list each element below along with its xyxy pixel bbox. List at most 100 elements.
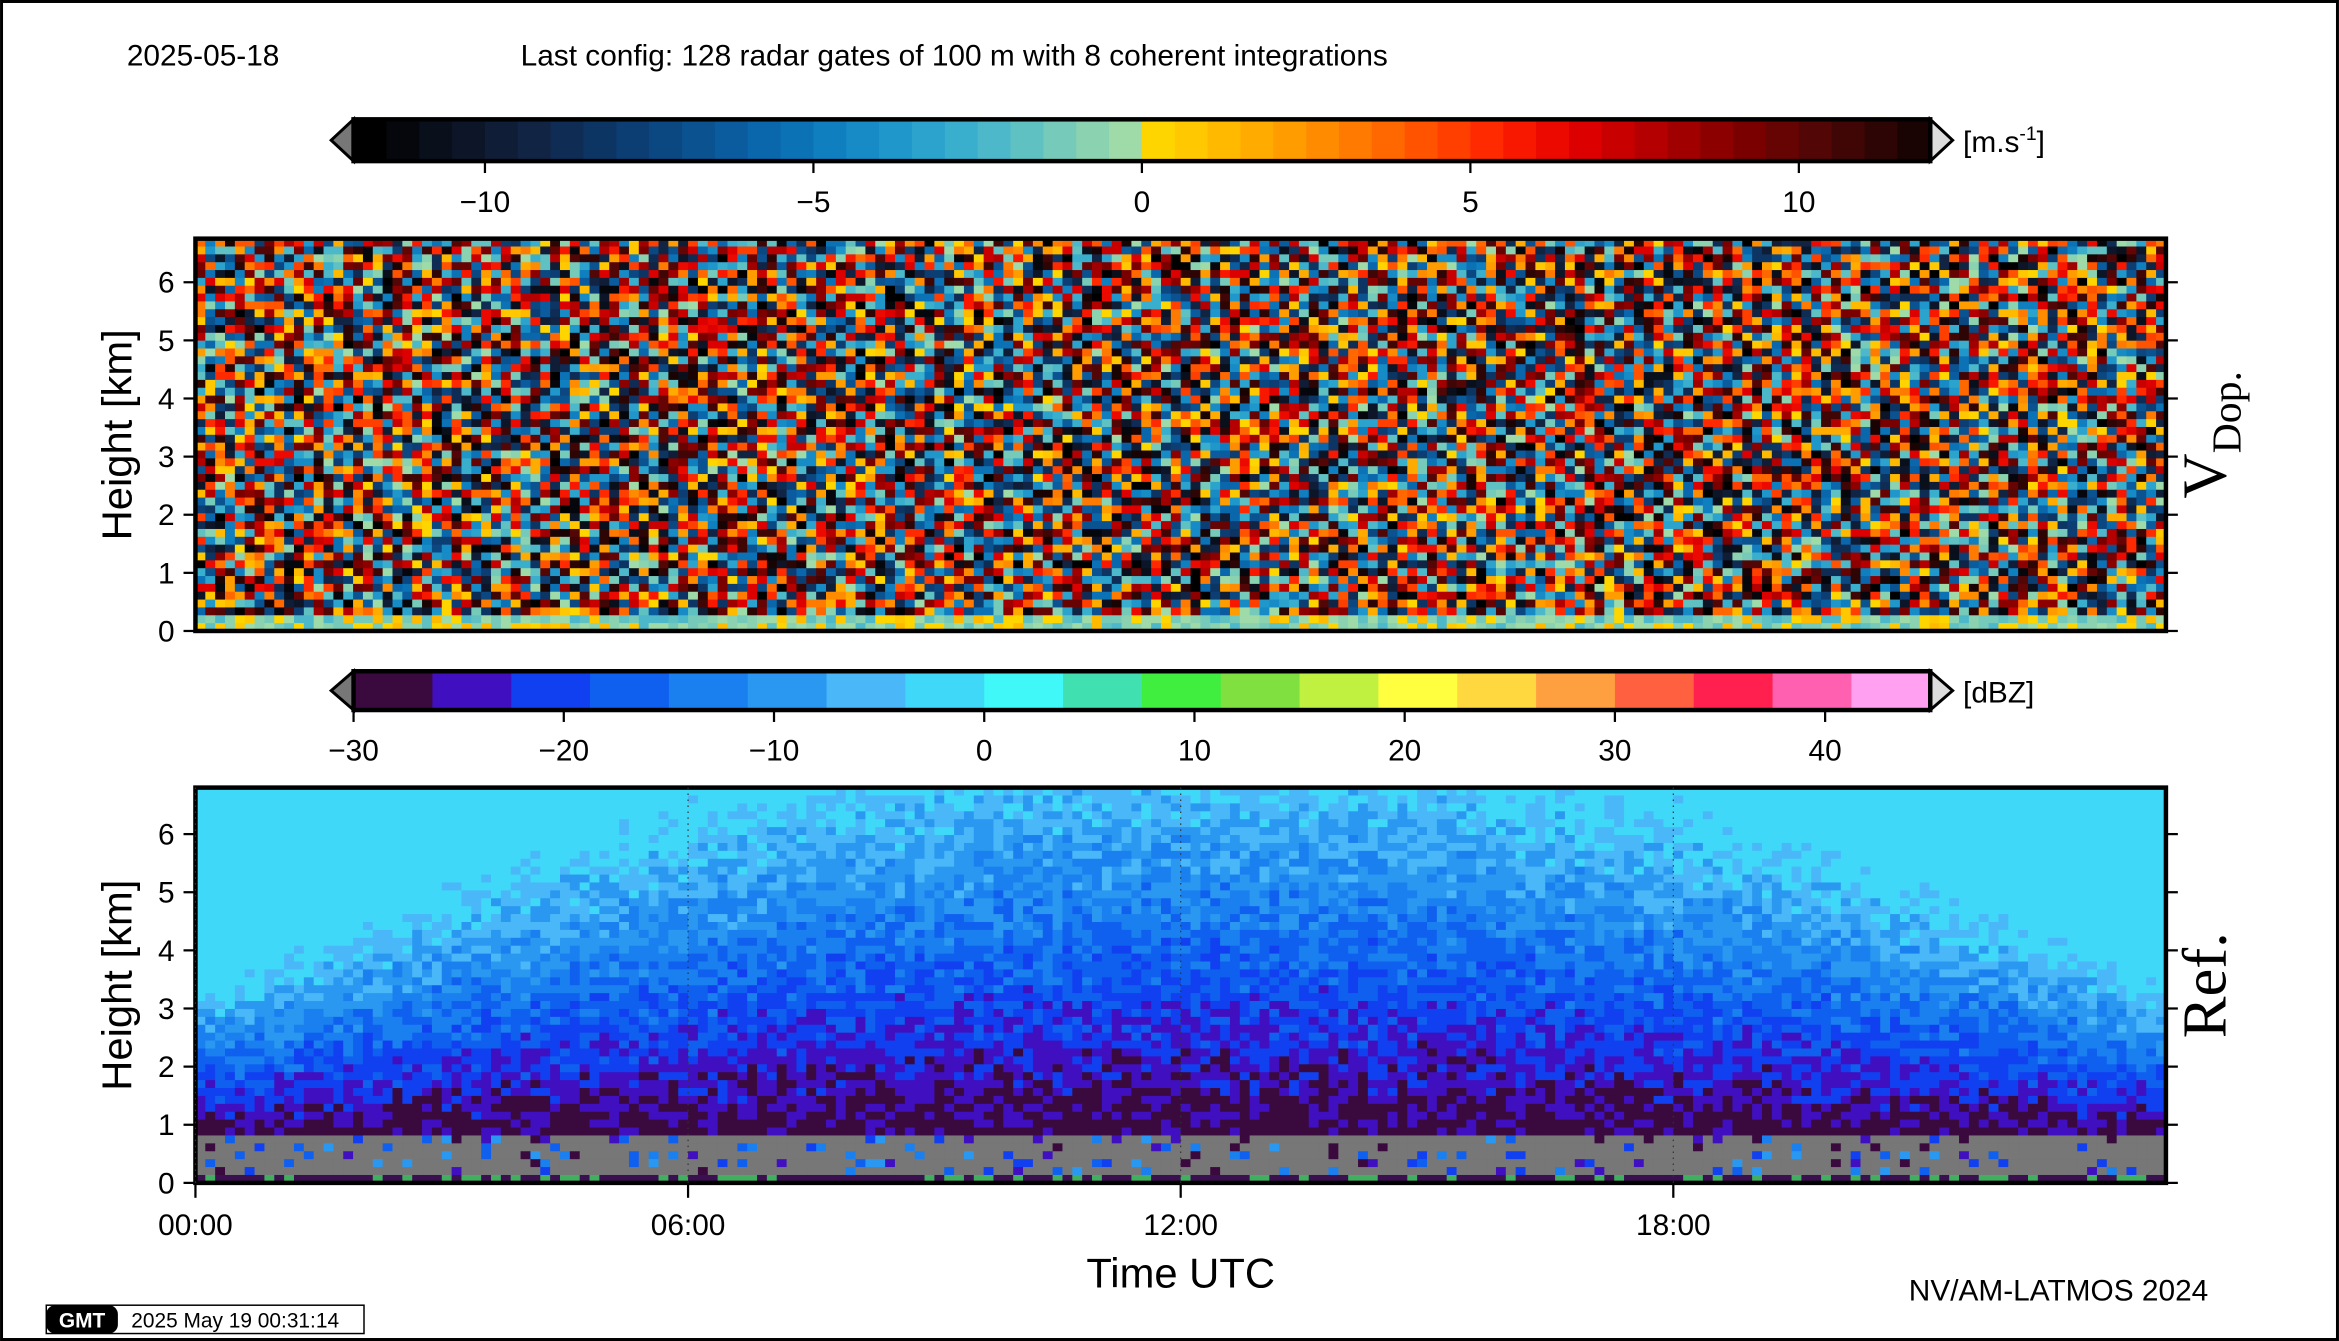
heatmap-cell: [2037, 372, 2049, 381]
heatmap-cell: [954, 426, 965, 436]
heatmap-cell: [1289, 387, 1300, 397]
heatmap-cell: [1121, 340, 1132, 349]
heatmap-cell: [392, 403, 403, 412]
heatmap-cell: [904, 285, 916, 295]
heatmap-cell: [205, 379, 216, 389]
heatmap-cell: [1525, 340, 1536, 349]
heatmap-cell: [1643, 403, 1655, 412]
heatmap-cell: [500, 285, 512, 295]
heatmap-cell: [1407, 277, 1418, 287]
heatmap-cell: [983, 364, 994, 373]
heatmap-cell: [1003, 301, 1014, 310]
heatmap-cell: [1899, 309, 1911, 318]
heatmap-cell: [1998, 293, 2009, 302]
heatmap-cell: [1604, 309, 1615, 318]
heatmap-cell: [845, 332, 857, 342]
heatmap-cell: [1003, 426, 1014, 436]
heatmap-cell: [402, 403, 413, 412]
heatmap-cell: [2136, 324, 2147, 334]
heatmap-cell: [717, 387, 728, 397]
heatmap-cell: [1614, 317, 1625, 326]
heatmap-cell: [1318, 395, 1329, 404]
heatmap-cell: [431, 293, 443, 302]
heatmap-cell: [816, 426, 827, 436]
heatmap-cell: [638, 317, 650, 326]
heatmap-cell: [1959, 254, 1970, 263]
heatmap-cell: [530, 387, 541, 397]
heatmap-cell: [225, 340, 236, 349]
heatmap-cell: [885, 411, 896, 420]
heatmap-cell: [1663, 340, 1674, 349]
heatmap-cell: [1397, 387, 1408, 397]
heatmap-cell: [806, 364, 817, 373]
heatmap-cell: [1160, 348, 1172, 357]
heatmap-cell: [1604, 238, 1615, 247]
heatmap-cell: [441, 301, 453, 310]
heatmap-cell: [471, 379, 482, 389]
heatmap-cell: [1160, 270, 1172, 279]
heatmap-cell: [1308, 270, 1320, 279]
heatmap-cell: [1436, 356, 1448, 365]
heatmap-cell: [1919, 340, 1930, 349]
heatmap-cell: [1417, 246, 1428, 255]
heatmap-cell: [333, 262, 344, 271]
heatmap-cell: [1456, 246, 1467, 255]
heatmap-cell: [353, 395, 364, 404]
heatmap-cell: [2037, 324, 2049, 334]
heatmap-cell: [441, 270, 453, 279]
heatmap-cell: [1032, 262, 1044, 271]
heatmap-cell: [372, 324, 384, 334]
heatmap-cell: [451, 372, 462, 381]
heatmap-cell: [1939, 285, 1950, 295]
heatmap-cell: [973, 419, 985, 428]
heatmap-cell: [412, 262, 423, 271]
heatmap-cell: [2037, 285, 2049, 295]
heatmap-cell: [481, 332, 492, 342]
heatmap-cell: [2077, 277, 2088, 287]
heatmap-cell: [747, 348, 758, 357]
heatmap-cell: [520, 364, 531, 373]
heatmap-cell: [195, 317, 206, 326]
heatmap-cell: [303, 238, 315, 247]
heatmap-cell: [1456, 364, 1467, 373]
heatmap-cell: [934, 332, 945, 342]
heatmap-cell: [1269, 340, 1280, 349]
heatmap-cell: [609, 309, 620, 318]
heatmap-cell: [1426, 309, 1438, 318]
heatmap-cell: [727, 364, 738, 373]
heatmap-cell: [1988, 403, 1999, 412]
heatmap-cell: [1870, 379, 1881, 389]
heatmap-cell: [1032, 277, 1044, 287]
heatmap-cell: [954, 246, 965, 255]
heatmap-cell: [1535, 395, 1546, 404]
heatmap-cell: [2047, 277, 2058, 287]
heatmap-cell: [530, 411, 541, 420]
heatmap-cell: [1269, 270, 1280, 279]
heatmap-cell: [648, 340, 659, 349]
heatmap-cell: [323, 395, 334, 404]
heatmap-cell: [2057, 419, 2068, 428]
heatmap-cell: [205, 324, 216, 334]
heatmap-cell: [1023, 364, 1034, 373]
heatmap-cell: [619, 395, 630, 404]
heatmap-cell: [707, 387, 719, 397]
heatmap-cell: [2136, 340, 2147, 349]
heatmap-cell: [1801, 293, 1812, 302]
heatmap-cell: [1397, 356, 1408, 365]
heatmap-cell: [1899, 301, 1911, 310]
heatmap-cell: [737, 419, 748, 428]
heatmap-cell: [1732, 372, 1743, 381]
colorbar-segment: [1207, 119, 1242, 162]
heatmap-cell: [668, 340, 679, 349]
heatmap-cell: [1377, 340, 1389, 349]
heatmap-cell: [1298, 270, 1310, 279]
heatmap-cell: [1072, 372, 1083, 381]
heatmap-cell: [1545, 317, 1556, 326]
heatmap-cell: [1338, 364, 1349, 373]
heatmap-cell: [1308, 332, 1320, 342]
colorbar-unit: [m.s-1]: [1963, 123, 2045, 159]
heatmap-cell: [1151, 364, 1162, 373]
heatmap-cell: [648, 403, 659, 412]
heatmap-cell: [422, 285, 433, 295]
heatmap-cell: [254, 246, 265, 255]
